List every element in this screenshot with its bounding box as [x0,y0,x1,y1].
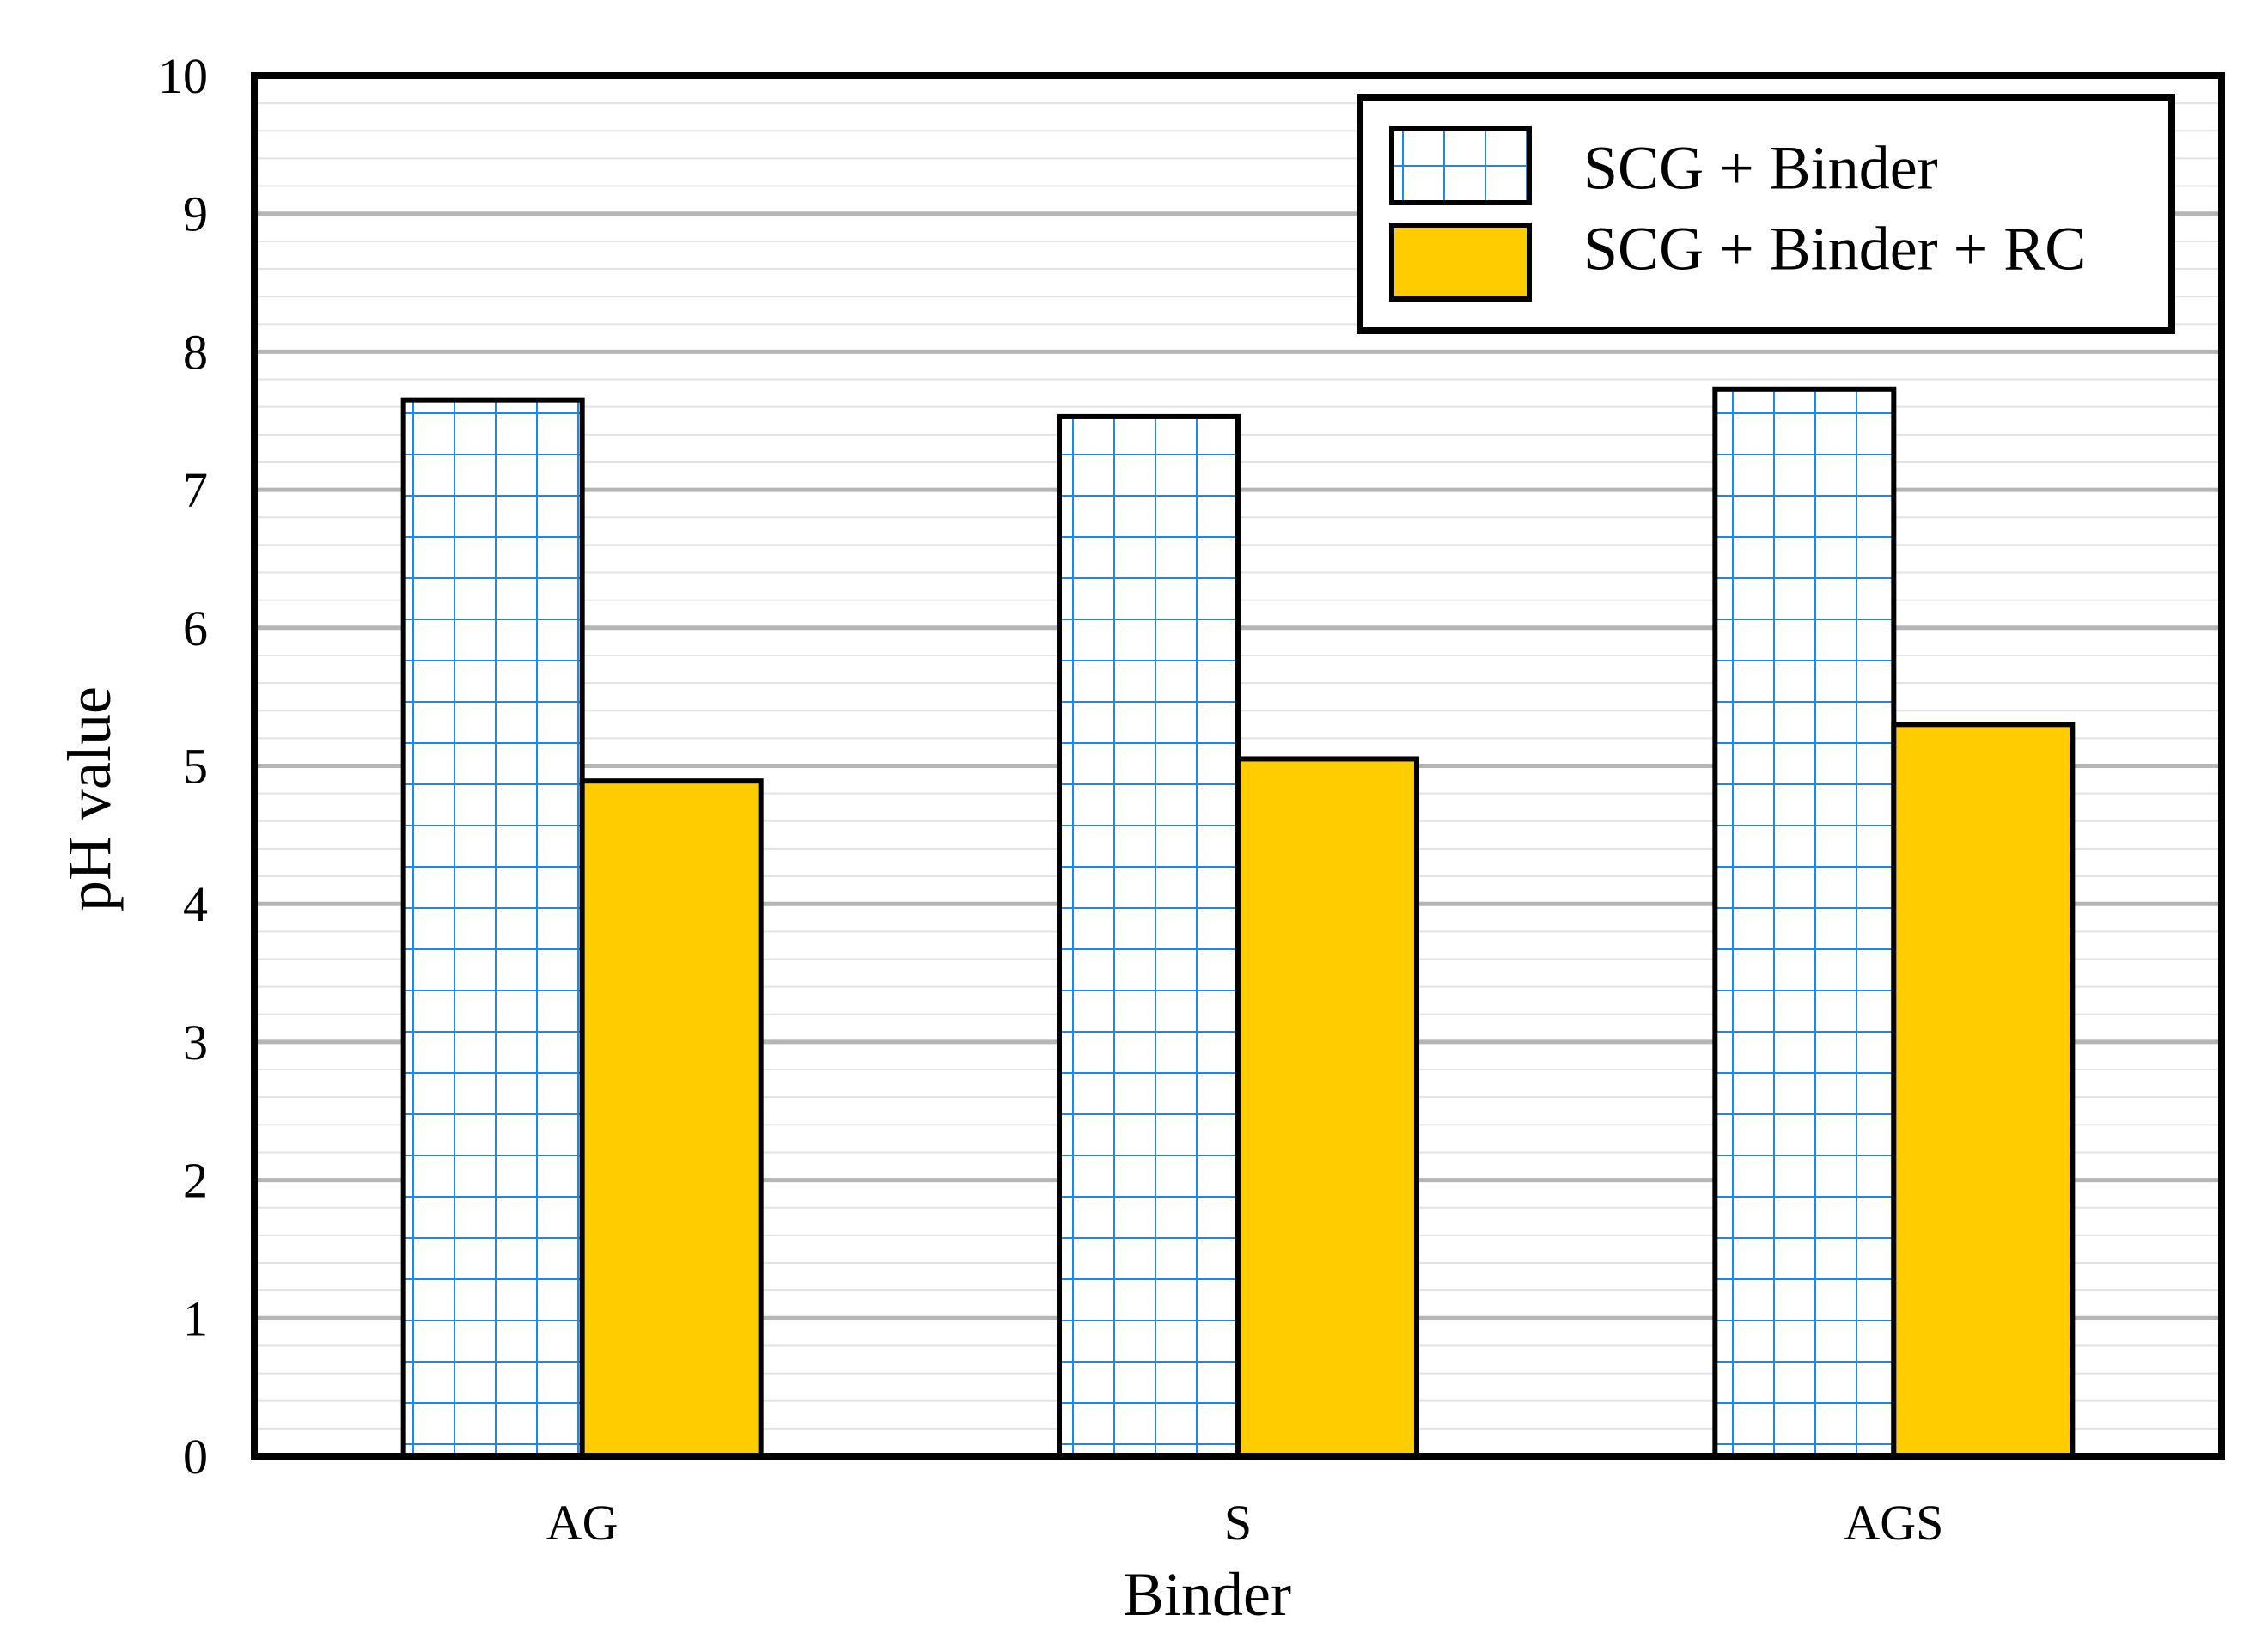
bar-ag-series-1 [400,397,585,1459]
y-tick-label: 7 [183,462,208,518]
x-tick-label: AG [546,1495,619,1551]
x-tick-label: S [1224,1495,1252,1551]
bar-s-series-1 [1057,413,1241,1460]
y-tick-label: 0 [183,1429,208,1484]
bar-s-series-2 [1235,756,1419,1459]
y-tick-label: 8 [183,324,208,380]
legend-swatch-scg-binder-rc [1389,223,1532,302]
y-tick-label: 9 [183,186,208,242]
y-axis-ticks: 0 1 2 3 4 5 6 7 8 9 10 [158,48,208,1484]
x-tick-label: AGS [1844,1495,1943,1551]
bar-ags-series-1 [1712,386,1897,1460]
bar-ags-series-2 [1891,722,2076,1459]
y-tick-label: 1 [183,1290,208,1346]
legend-label-scg-binder: SCG + Binder [1583,134,1938,203]
x-axis-ticks: AG S AGS [546,1495,1944,1551]
y-tick-label: 10 [158,48,208,104]
x-axis-title: Binder [1123,1560,1291,1629]
y-tick-label: 6 [183,600,208,656]
y-axis-title: pH value [55,686,124,911]
y-tick-label: 5 [183,739,208,795]
legend: SCG + Binder SCG + Binder + RC [1357,94,2175,334]
bar-ag-series-2 [579,778,764,1459]
y-tick-label: 2 [183,1153,208,1209]
y-tick-label: 4 [183,876,208,932]
legend-label-scg-binder-rc: SCG + Binder + RC [1583,215,2086,283]
y-tick-label: 3 [183,1015,208,1070]
bar-series [400,386,2076,1460]
legend-swatch-scg-binder [1389,126,1532,205]
plot-frame [251,72,2225,1460]
